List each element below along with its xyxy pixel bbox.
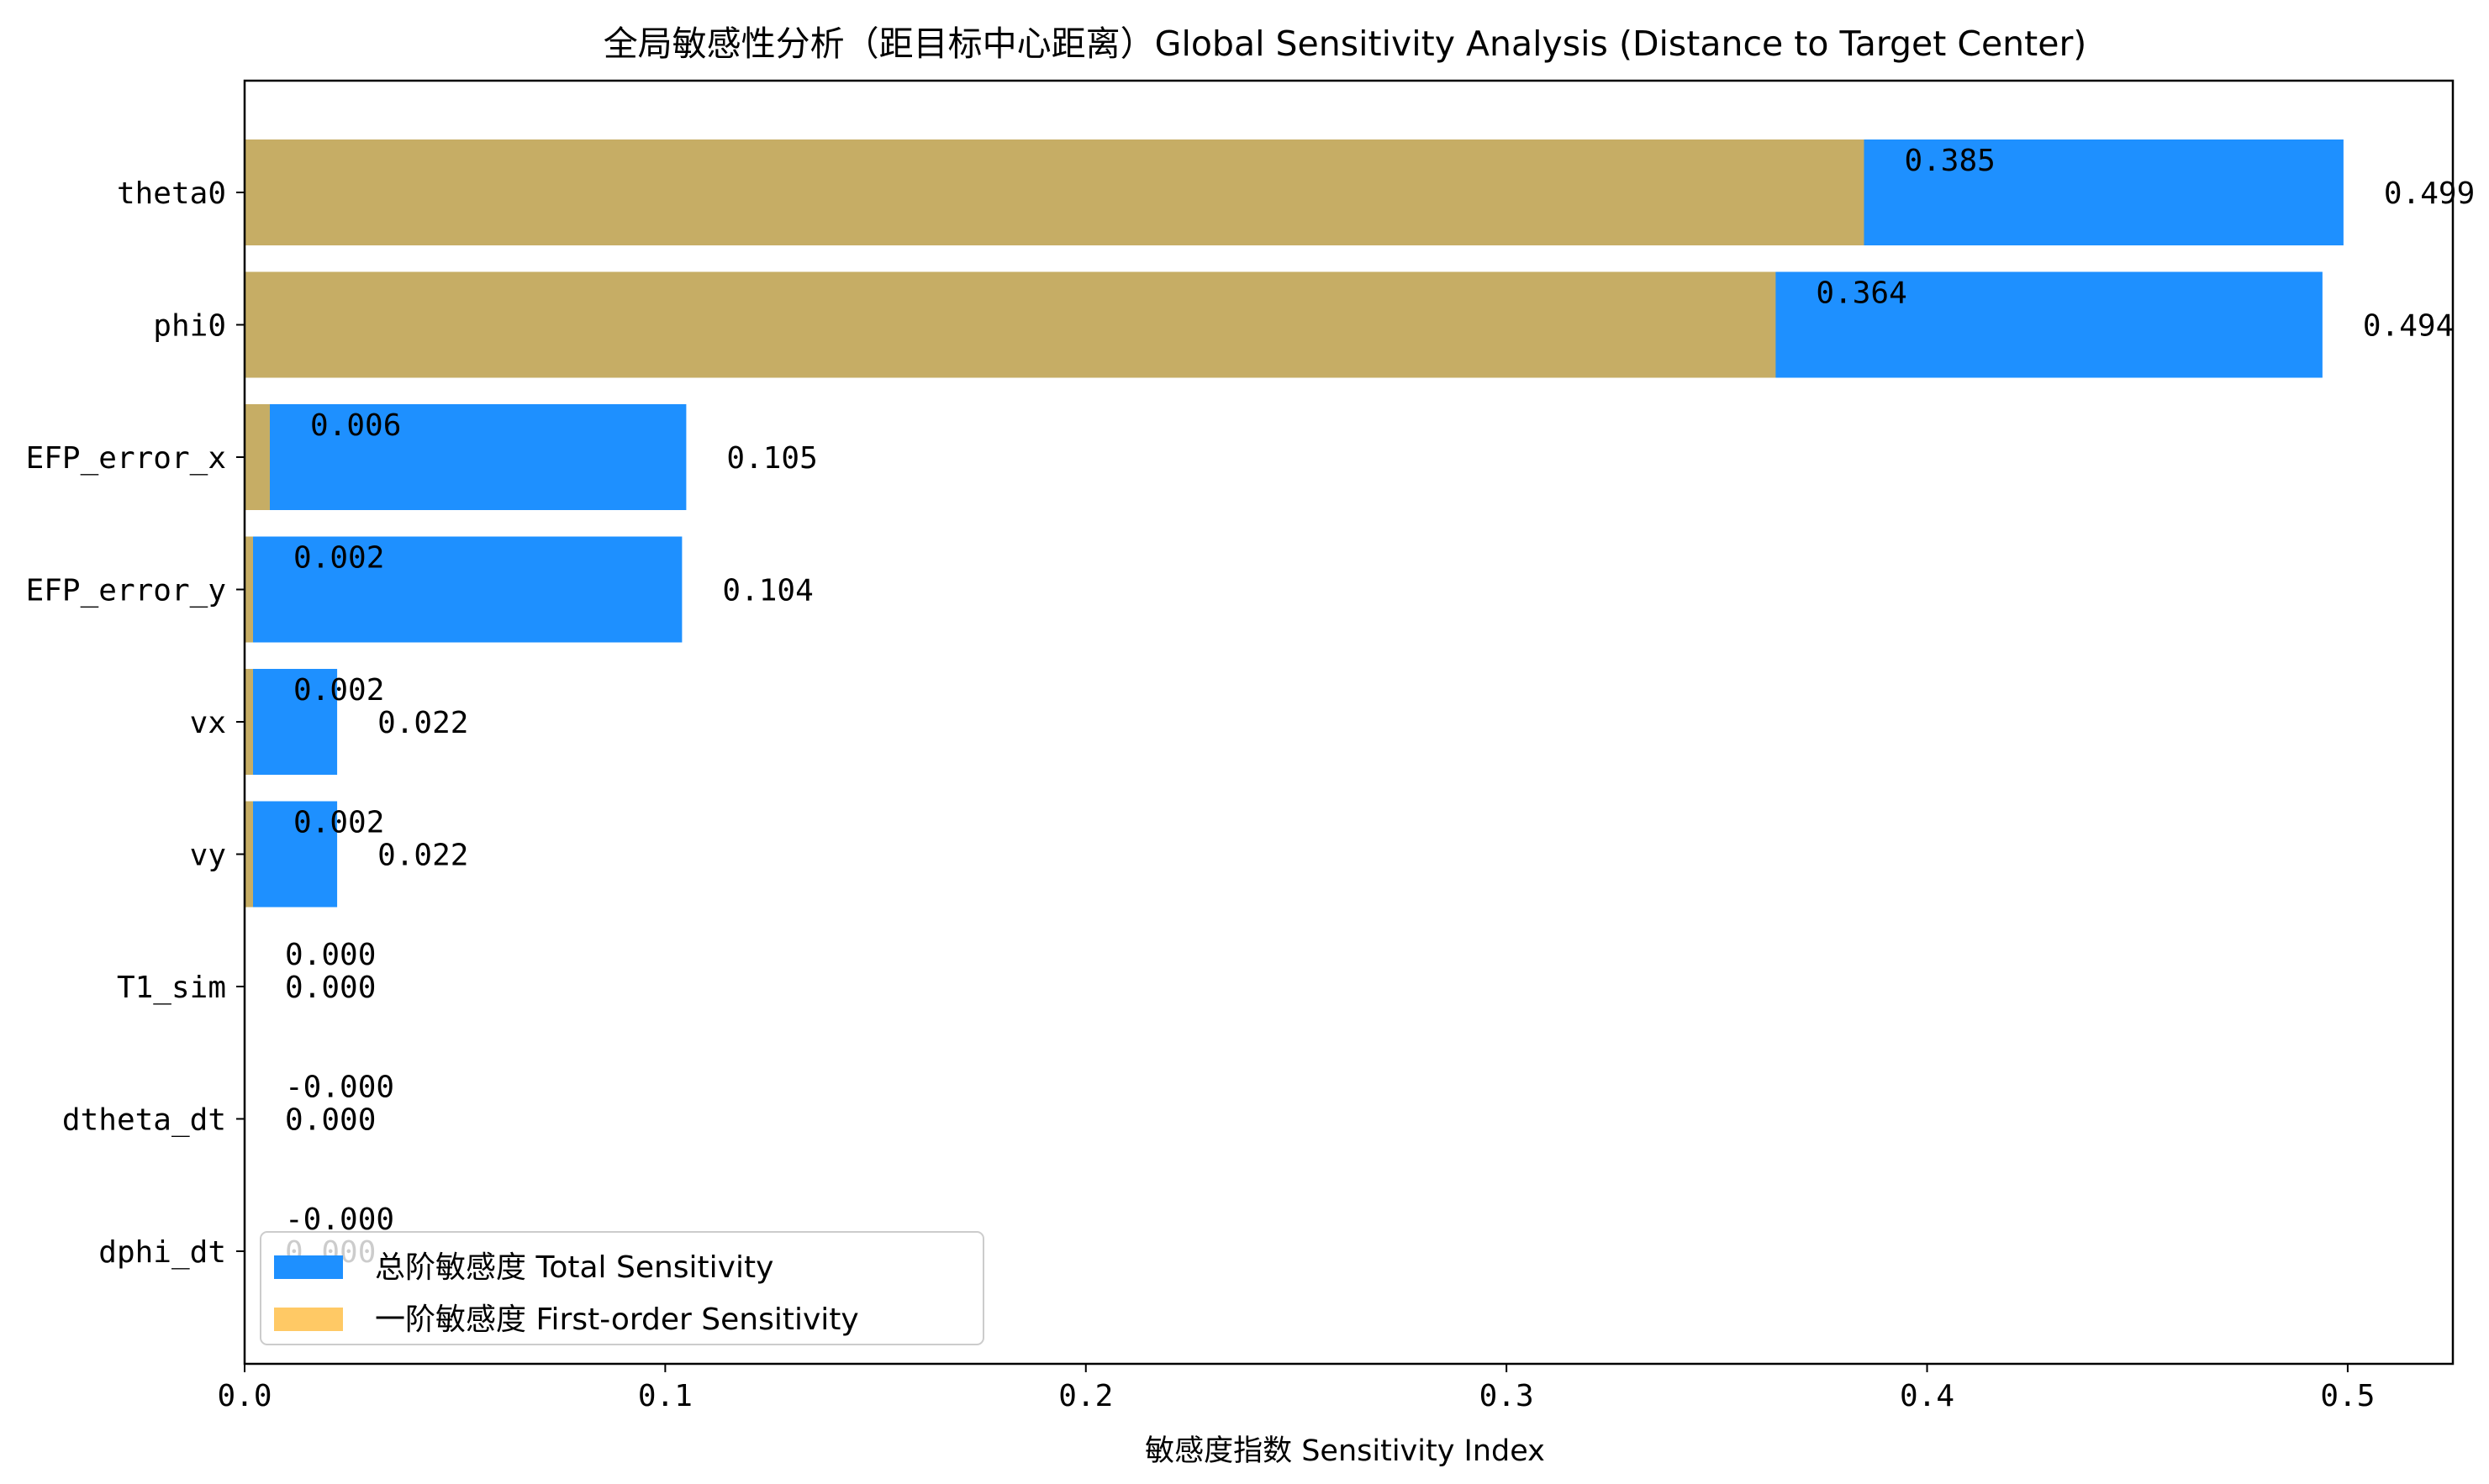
plot-area: 0.499 0.385 0.494 0.364 0.105 0.006 0.104 0.002… (243, 79, 2475, 1366)
x-tick-label: 0.0 (217, 1379, 272, 1413)
bar-total-vy (245, 801, 338, 908)
data-label-total-EFP_error_y: 0.104 (722, 574, 813, 608)
bar-first-order-theta0 (245, 139, 1864, 245)
data-label-total-T1_sim: 0.000 (285, 971, 376, 1005)
legend-swatch-total (274, 1255, 343, 1279)
bar-first-order-phi0 (245, 271, 1776, 378)
data-label-first-order-vy: 0.002 (293, 806, 384, 840)
data-label-first-order-theta0: 0.385 (1904, 144, 1995, 178)
data-label-total-vx: 0.022 (377, 706, 468, 740)
bar-total-EFP_error_x (245, 404, 687, 510)
y-tick-label-vx: vx (190, 706, 226, 740)
data-label-total-theta0: 0.499 (2384, 176, 2475, 211)
bar-first-order-EFP_error_y (245, 536, 254, 643)
bar-total-vx (245, 669, 338, 775)
y-tick-label-EFP_error_y: EFP_error_y (26, 574, 226, 608)
legend-swatch-first-order (274, 1308, 343, 1331)
bar-first-order-vx (245, 669, 254, 775)
data-label-total-EFP_error_x: 0.105 (726, 441, 817, 476)
x-axis: 0.0 0.1 0.2 0.3 0.4 0.5 (217, 1364, 2375, 1413)
x-axis-label: 敏感度指数 Sensitivity Index (1145, 1434, 1545, 1468)
y-tick-label-phi0: phi0 (153, 309, 226, 344)
data-label-first-order-vx: 0.002 (293, 673, 384, 708)
data-label-first-order-phi0: 0.364 (1816, 276, 1906, 311)
chart-title: 全局敏感性分析（距目标中心距离）Global Sensitivity Analy… (604, 24, 2087, 64)
bar-first-order-vy (245, 801, 254, 908)
data-label-total-phi0: 0.494 (2363, 309, 2454, 344)
x-tick-label: 0.2 (1058, 1379, 1113, 1413)
x-tick-label: 0.3 (1479, 1379, 1534, 1413)
legend: 总阶敏感度 Total Sensitivity 一阶敏感度 First-order… (260, 1231, 984, 1345)
legend-frame (260, 1231, 984, 1345)
x-tick-label: 0.1 (638, 1379, 693, 1413)
legend-label-total: 总阶敏感度 Total Sensitivity (375, 1250, 773, 1285)
y-tick-label-vy: vy (190, 839, 226, 873)
y-tick-label-EFP_error_x: EFP_error_x (26, 441, 226, 476)
y-tick-label-dtheta_dt: dtheta_dt (62, 1103, 226, 1138)
data-label-first-order-EFP_error_x: 0.006 (310, 408, 401, 443)
y-tick-label-theta0: theta0 (117, 176, 226, 211)
bar-first-order-EFP_error_x (245, 404, 271, 510)
y-tick-label-dphi_dt: dphi_dt (98, 1235, 226, 1270)
data-label-total-dtheta_dt: 0.000 (285, 1103, 376, 1138)
x-tick-label: 0.5 (2320, 1379, 2375, 1413)
data-label-first-order-dtheta_dt: -0.000 (285, 1071, 394, 1105)
data-label-first-order-EFP_error_y: 0.002 (293, 541, 384, 576)
x-tick-label: 0.4 (1900, 1379, 1954, 1413)
bar-total-EFP_error_y (245, 536, 683, 643)
y-axis: theta0 phi0 EFP_error_x EFP_error_yvx vy T1_s… (26, 176, 245, 1270)
data-label-first-order-T1_sim: 0.000 (285, 938, 376, 972)
data-label-total-vy: 0.022 (377, 839, 468, 873)
legend-label-first-order: 一阶敏感度 First-order Sensitivity (375, 1302, 859, 1337)
y-tick-label-T1_sim: T1_sim (117, 971, 226, 1005)
